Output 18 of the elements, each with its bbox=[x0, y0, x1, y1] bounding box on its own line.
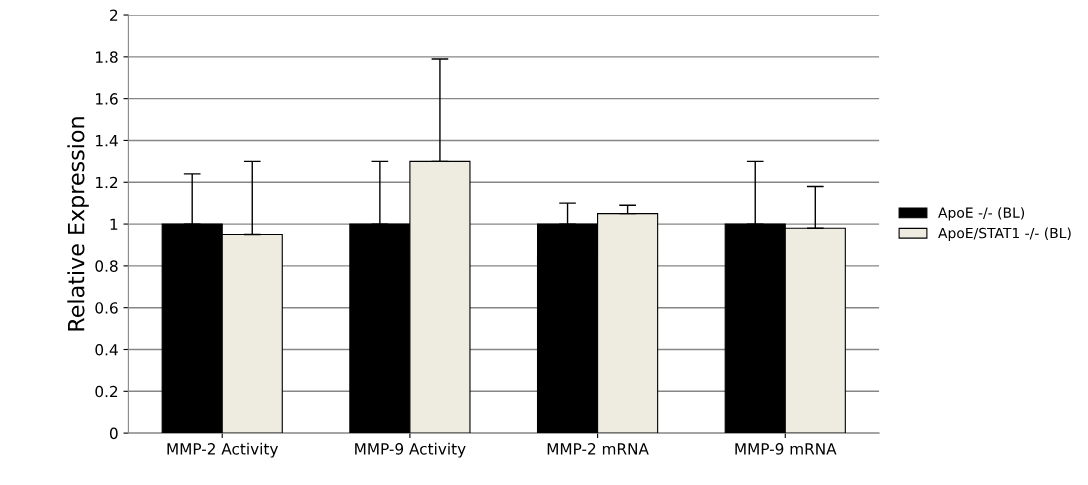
y-tick-label: 1.4 bbox=[96, 135, 118, 147]
x-tick-label: MMP-2 Activity bbox=[167, 442, 278, 458]
x-tick-label: MMP-9 mRNA bbox=[735, 443, 837, 455]
y-tick-label: 2 bbox=[110, 9, 118, 21]
y-tick-label: 0.2 bbox=[95, 385, 118, 398]
y-axis-title: Relative Expression bbox=[67, 117, 89, 331]
y-tick-label: 1.6 bbox=[96, 93, 118, 105]
x-tick-label: MMP-2 mRNA bbox=[547, 443, 649, 455]
y-tick-label: 1.2 bbox=[96, 176, 118, 189]
legend-label: ApoE/STAT1 -/- (BL) bbox=[938, 227, 1071, 241]
y-tick-label: 0.4 bbox=[95, 343, 118, 356]
legend-label: ApoE -/- (BL) bbox=[938, 207, 1025, 221]
y-tick-label: 0.8 bbox=[95, 260, 118, 272]
y-tick-label: 1 bbox=[110, 218, 118, 230]
y-tick-label: 0.6 bbox=[95, 302, 118, 314]
x-tick-label: MMP-9 Activity bbox=[355, 442, 466, 458]
y-tick-label: 1.8 bbox=[96, 51, 118, 63]
y-tick-label: 0 bbox=[109, 427, 118, 440]
